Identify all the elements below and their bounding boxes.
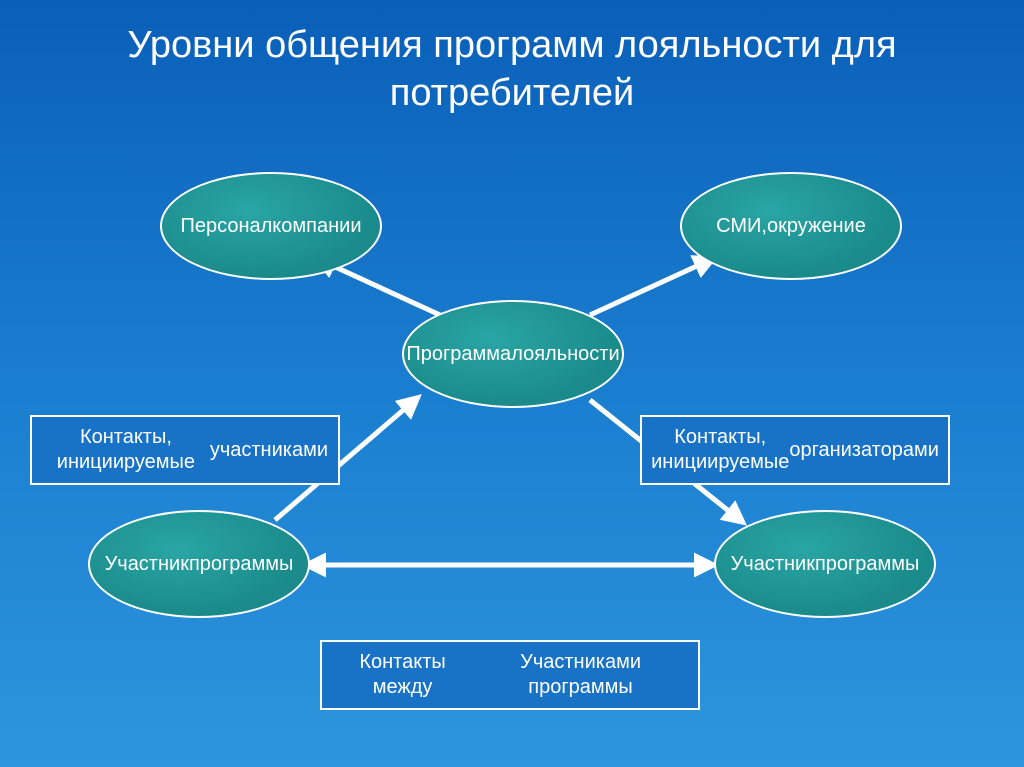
node-part_right-label-line: Участник — [731, 552, 815, 577]
diagram-canvas: Персоналкомпании СМИ,окружение Программало… — [0, 0, 1024, 767]
node-box_left-label-line: Контакты, инициируемые — [42, 425, 210, 475]
node-media-label-line: окружение — [767, 214, 866, 239]
node-media: СМИ,окружение — [680, 172, 902, 280]
node-box_right-label-line: Контакты, инициируемые — [651, 425, 789, 475]
node-center: Программалояльности — [402, 300, 624, 408]
node-part_left-label-line: программы — [189, 552, 294, 577]
node-part_right-label-line: программы — [815, 552, 920, 577]
node-box_bottom-label-line: Участниками программы — [473, 650, 688, 700]
node-box_left: Контакты, инициируемыеучастниками — [30, 415, 340, 485]
edge-center-media — [590, 260, 710, 315]
node-box_right: Контакты, инициируемыеорганизаторами — [640, 415, 950, 485]
node-part_right: Участникпрограммы — [714, 510, 936, 618]
node-box_bottom: Контакты междуУчастниками программы — [320, 640, 700, 710]
node-part_left-label-line: Участник — [105, 552, 189, 577]
node-box_left-label-line: участниками — [210, 438, 328, 463]
node-box_right-label-line: организаторами — [789, 438, 939, 463]
node-box_bottom-label-line: Контакты между — [332, 650, 473, 700]
node-personnel-label-line: компании — [272, 214, 361, 239]
node-personnel-label-line: Персонал — [180, 214, 272, 239]
node-center-label-line: лояльности — [511, 342, 619, 367]
node-center-label-line: Программа — [406, 342, 511, 367]
node-personnel: Персоналкомпании — [160, 172, 382, 280]
node-media-label-line: СМИ, — [716, 214, 767, 239]
node-part_left: Участникпрограммы — [88, 510, 310, 618]
